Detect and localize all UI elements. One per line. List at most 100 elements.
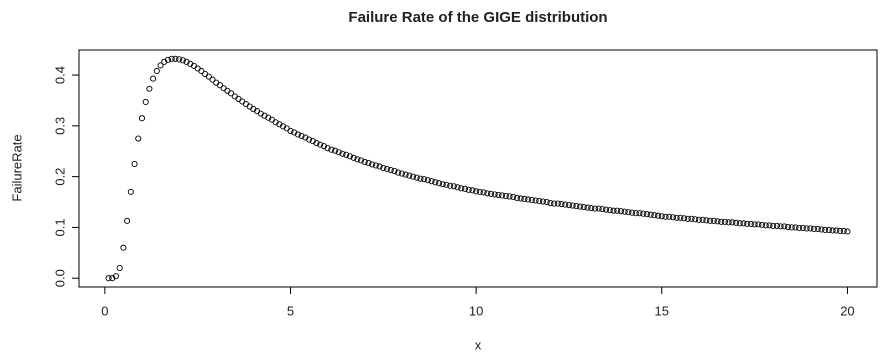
point <box>398 170 405 177</box>
point <box>595 205 602 212</box>
point <box>725 219 732 226</box>
point <box>491 191 498 198</box>
point <box>176 56 183 63</box>
point <box>543 198 550 206</box>
point <box>487 190 495 197</box>
point <box>469 187 476 194</box>
point <box>558 201 565 208</box>
point <box>157 62 164 69</box>
point <box>213 79 220 86</box>
point <box>744 220 751 227</box>
point <box>814 225 821 232</box>
point <box>632 210 639 217</box>
point <box>142 98 149 106</box>
point <box>112 273 120 280</box>
point <box>773 222 780 229</box>
point <box>120 244 127 251</box>
point <box>324 145 331 152</box>
point <box>580 204 587 211</box>
point <box>328 146 335 153</box>
point <box>673 214 680 221</box>
point <box>476 188 483 195</box>
point <box>205 73 212 80</box>
point <box>317 141 324 148</box>
point <box>209 76 216 83</box>
point <box>825 226 832 234</box>
point <box>781 223 788 230</box>
point <box>391 167 398 175</box>
point <box>688 215 695 222</box>
point <box>584 204 591 211</box>
x-axis-label: x <box>475 337 482 352</box>
point <box>651 212 658 219</box>
point <box>484 190 491 197</box>
y-axis-label: FailureRate <box>9 134 24 201</box>
point <box>818 226 825 233</box>
point <box>354 156 361 163</box>
y-tick-label: 0.4 <box>52 66 67 84</box>
y-tick-label: 0.2 <box>52 168 67 186</box>
point <box>331 147 339 154</box>
point <box>629 209 636 216</box>
point <box>105 275 112 282</box>
point <box>610 207 617 214</box>
point <box>179 57 186 64</box>
point <box>836 227 844 235</box>
point <box>242 100 249 108</box>
point <box>677 214 684 221</box>
point <box>565 202 573 209</box>
point <box>480 189 487 196</box>
point <box>577 203 584 210</box>
point <box>395 169 402 176</box>
point <box>506 193 513 200</box>
point <box>784 223 792 230</box>
point <box>435 180 443 187</box>
point <box>124 217 131 224</box>
point <box>513 194 521 202</box>
point <box>562 201 569 208</box>
point <box>224 87 231 94</box>
point <box>803 225 810 232</box>
point <box>361 158 368 165</box>
point <box>228 90 235 97</box>
point <box>465 186 472 193</box>
point <box>647 211 654 218</box>
point <box>703 217 710 224</box>
point <box>758 221 766 228</box>
point <box>539 198 547 205</box>
point <box>551 200 558 207</box>
point <box>692 216 699 223</box>
point <box>588 205 595 212</box>
point <box>599 206 606 213</box>
point <box>380 164 387 172</box>
point <box>450 183 457 190</box>
point <box>495 191 502 198</box>
point <box>220 85 227 92</box>
point <box>335 149 342 156</box>
point <box>150 75 157 82</box>
point <box>699 216 706 223</box>
point <box>658 213 665 220</box>
point <box>357 157 365 164</box>
point <box>718 218 725 225</box>
point <box>554 200 561 207</box>
point <box>432 179 439 186</box>
point <box>528 196 535 204</box>
plot-frame <box>78 49 878 288</box>
point <box>714 218 721 225</box>
point <box>376 163 383 170</box>
y-tick-label: 0.1 <box>52 218 67 236</box>
point <box>788 224 795 231</box>
point <box>666 213 673 220</box>
point <box>313 140 320 147</box>
point <box>135 135 142 142</box>
point <box>729 219 736 226</box>
point <box>521 195 528 203</box>
point <box>153 67 160 75</box>
point <box>655 212 662 219</box>
point <box>443 181 450 188</box>
point <box>172 55 179 62</box>
point <box>525 196 532 203</box>
point <box>766 222 773 229</box>
